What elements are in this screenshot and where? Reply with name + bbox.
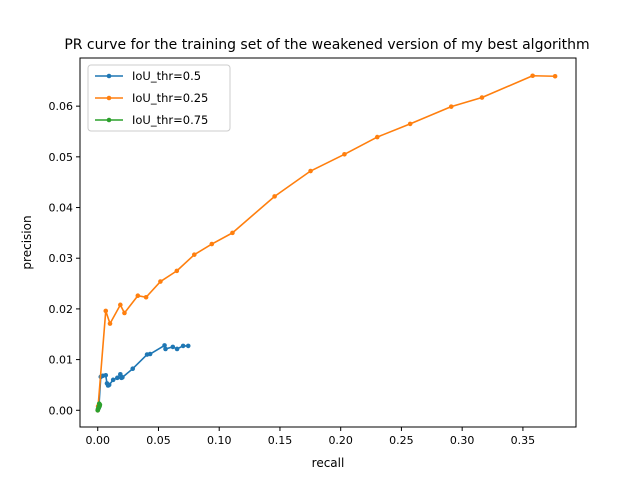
series-point-0	[170, 344, 176, 350]
series-point-1	[342, 152, 347, 157]
x-tick-label: 0.05	[146, 434, 171, 447]
series-point-1	[407, 121, 413, 127]
legend-swatch-marker	[106, 95, 112, 101]
series-point-0	[110, 377, 116, 383]
series-point-0	[114, 375, 120, 381]
legend-entry-label: IoU_thr=0.5	[132, 69, 201, 83]
y-tick-label: 0.05	[49, 151, 74, 164]
series-point-1	[209, 241, 215, 247]
series-point-1	[272, 194, 277, 199]
legend-swatch-marker	[106, 117, 112, 123]
x-tick-label: 0.35	[511, 434, 536, 447]
series-point-1	[143, 294, 149, 300]
series-point-1	[103, 308, 109, 314]
series-point-1	[308, 168, 313, 174]
series-point-2	[97, 402, 103, 407]
series-point-1	[448, 104, 454, 109]
y-tick-label: 0.04	[49, 202, 74, 215]
plot-area	[79, 57, 577, 428]
y-tick-label: 0.02	[49, 303, 74, 316]
x-axis-label: recall	[312, 456, 345, 470]
legend-entry-label: IoU_thr=0.75	[132, 113, 208, 127]
series-layer	[95, 73, 558, 413]
series-point-0	[180, 343, 186, 349]
series-point-0	[147, 351, 153, 357]
y-tick-label: 0.01	[49, 354, 74, 367]
series-point-1	[135, 293, 141, 299]
x-tick-label: 0.25	[389, 434, 414, 447]
series-point-0	[103, 372, 109, 378]
y-axis-label: precision	[20, 215, 34, 269]
series-point-0	[185, 343, 191, 349]
series-point-1	[107, 321, 113, 326]
series-point-1	[192, 252, 197, 257]
x-tick-label: 0.20	[328, 434, 353, 447]
series-point-1	[479, 95, 485, 100]
x-tick-label: 0.10	[207, 434, 232, 447]
legend-swatch-marker	[106, 73, 112, 79]
x-axis: 0.00 0.05 0.10 0.15 0.20 0.25 0.30 0.35	[85, 427, 535, 447]
series-point-1	[530, 73, 535, 79]
y-tick-label: 0.03	[49, 252, 74, 265]
series-point-1	[174, 268, 180, 274]
chart-title: PR curve for the training set of the wea…	[64, 37, 589, 53]
series-point-0	[130, 366, 136, 372]
legend-entry-label: IoU_thr=0.25	[132, 91, 208, 105]
y-axis: 0.00 0.01 0.02 0.03 0.04 0.05 0.06	[49, 100, 80, 417]
series-line-1	[96, 74, 556, 411]
series-point-0	[163, 346, 168, 352]
series-point-1	[230, 230, 235, 236]
series-point-0	[162, 343, 167, 348]
legend: IoU_thr=0.5 IoU_thr=0.25 IoU_thr=0.75	[87, 64, 231, 132]
legend-frame	[87, 64, 231, 132]
series-point-1	[118, 302, 123, 308]
x-tick-label: 0.00	[85, 434, 110, 447]
series-point-1	[158, 279, 163, 284]
series-point-0	[106, 382, 112, 388]
y-tick-label: 0.00	[49, 404, 74, 417]
series-point-0	[174, 346, 180, 352]
x-tick-label: 0.30	[450, 434, 475, 447]
x-tick-label: 0.15	[268, 434, 293, 447]
series-point-0	[120, 375, 125, 380]
y-tick-label: 0.06	[49, 100, 74, 113]
series-point-1	[122, 310, 127, 316]
series-point-1	[374, 134, 380, 140]
series-point-1	[552, 73, 558, 79]
